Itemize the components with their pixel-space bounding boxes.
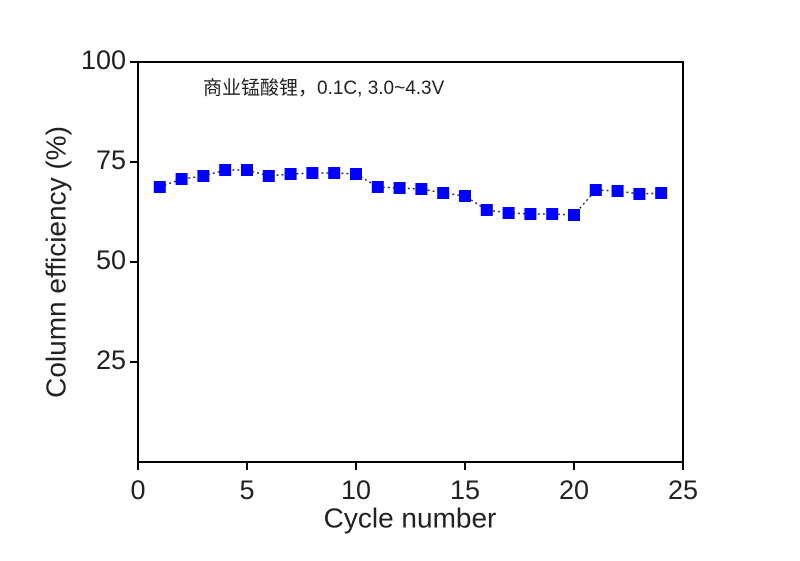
plot-frame — [137, 61, 684, 463]
y-tick-label: 25 — [96, 345, 126, 375]
marker — [306, 167, 319, 179]
marker — [459, 190, 471, 202]
x-tick-label: 20 — [559, 475, 589, 505]
x-tick-label: 0 — [130, 475, 145, 505]
marker — [328, 167, 341, 179]
marker — [153, 181, 166, 193]
series-line — [159, 169, 662, 216]
marker — [633, 188, 646, 200]
x-tick-label: 10 — [341, 475, 371, 505]
x-tick-label: 5 — [239, 475, 254, 505]
marker — [262, 170, 275, 182]
marker — [502, 207, 515, 219]
marker — [175, 173, 188, 185]
x-tick-label: 25 — [668, 475, 698, 505]
marker — [350, 168, 362, 180]
marker — [219, 164, 232, 176]
y-tick-label: 75 — [96, 145, 126, 175]
marker — [546, 208, 559, 220]
marker — [589, 184, 602, 196]
marker — [371, 181, 384, 193]
marker — [415, 183, 428, 195]
x-axis-label: Cycle number — [324, 502, 497, 533]
marker — [241, 164, 253, 176]
marker — [284, 168, 297, 180]
x-tick-label: 15 — [450, 475, 480, 505]
marker — [611, 185, 624, 197]
y-tick-label: 50 — [96, 245, 126, 275]
annotation: 商业锰酸锂，0.1C, 3.0~4.3V — [203, 77, 445, 99]
marker — [437, 187, 450, 199]
marker — [480, 204, 493, 216]
marker — [568, 209, 580, 221]
marker — [655, 187, 668, 199]
marker — [197, 170, 210, 182]
marker — [524, 208, 537, 220]
marker — [393, 182, 406, 194]
y-axis-label: Column efficiency (%) — [40, 126, 71, 398]
y-tick-label: 100 — [81, 45, 126, 75]
